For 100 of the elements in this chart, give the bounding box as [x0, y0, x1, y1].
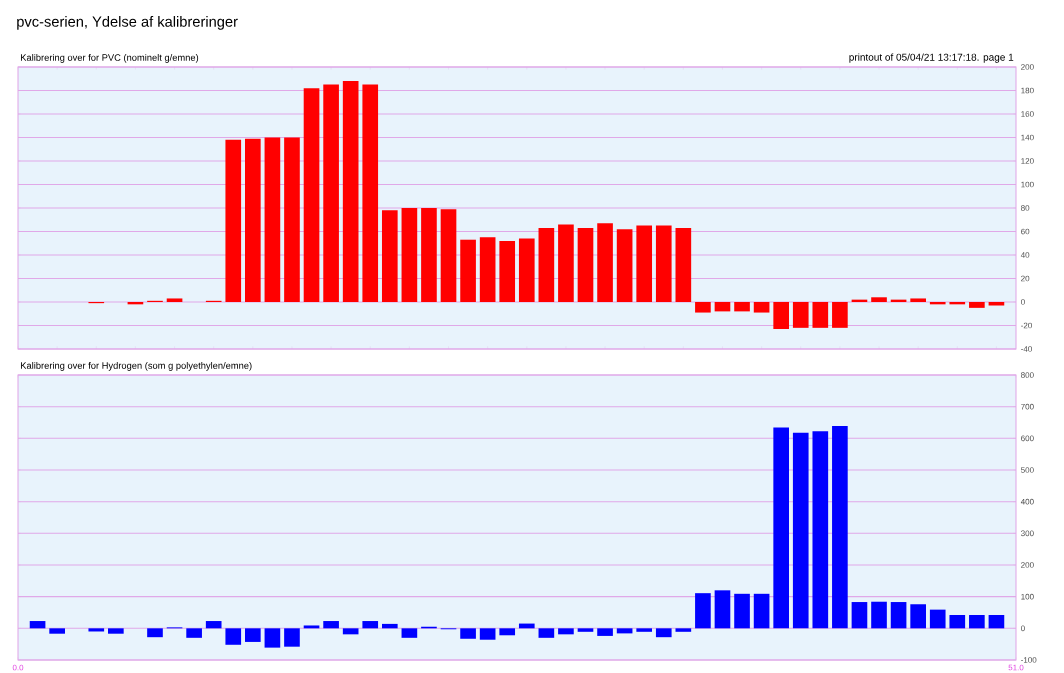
bar [910, 298, 926, 302]
chart-subtitle: Kalibrering over for Hydrogen (som g polyethylen/emne) [21, 362, 252, 371]
bar [969, 615, 985, 629]
bar [225, 628, 242, 645]
bar [421, 207, 437, 302]
bar [460, 239, 476, 302]
bar [655, 628, 672, 638]
y-tick-label: 100 [1021, 593, 1034, 600]
bar [773, 301, 790, 330]
bar [675, 227, 692, 302]
bar [460, 628, 476, 639]
y-tick-label: 0 [1021, 625, 1025, 632]
y-tick-label: 160 [1021, 111, 1034, 117]
bar [381, 210, 398, 302]
chart-title: pvc-serien, Ydelse af kalibreringer [17, 16, 238, 30]
bar [401, 628, 418, 638]
bar [714, 301, 731, 312]
bar [362, 84, 379, 302]
bar [264, 628, 281, 648]
bar [284, 137, 300, 302]
bar [245, 628, 261, 642]
bar [381, 623, 398, 629]
bar [225, 139, 242, 302]
bar [29, 621, 46, 629]
bar [518, 238, 535, 302]
bar [303, 88, 320, 302]
bar [812, 431, 829, 629]
y-tick-label: 140 [1021, 134, 1034, 141]
chart-subtitle: Kalibrering over for PVC (nominelt g/emne) [21, 54, 199, 63]
bar [695, 301, 711, 313]
y-tick-label: 40 [1020, 252, 1030, 258]
bar [440, 209, 457, 302]
bar [597, 628, 613, 636]
bar [832, 425, 848, 629]
bar [910, 604, 926, 629]
bar [988, 301, 1005, 306]
y-tick-label: -100 [1021, 657, 1037, 663]
text: printout of 05/04/21 13:17:18. page 1 [849, 53, 1014, 63]
bar [577, 628, 594, 632]
bar [147, 628, 163, 638]
bar [675, 628, 692, 632]
bar [323, 621, 339, 629]
bar [792, 432, 809, 629]
bar [616, 628, 633, 634]
bar [616, 229, 633, 302]
bar [734, 593, 750, 629]
bar [342, 81, 359, 302]
y-tick-label: 600 [1021, 435, 1034, 442]
bar [558, 628, 574, 635]
y-tick-label: -40 [1021, 346, 1032, 352]
bar [538, 628, 555, 638]
y-tick-label: 400 [1020, 498, 1034, 505]
bar [538, 227, 555, 302]
bar [695, 593, 711, 629]
y-tick-label: 200 [1021, 64, 1034, 70]
y-tick-label: 700 [1021, 403, 1034, 410]
bar [949, 615, 966, 629]
bar [753, 593, 770, 629]
bar [499, 240, 516, 302]
bar [303, 625, 320, 629]
bar [499, 628, 516, 636]
bar [890, 602, 907, 629]
bar [479, 628, 496, 640]
bar [655, 225, 672, 302]
bar [245, 138, 261, 302]
bar [49, 628, 65, 634]
y-tick-label: 20 [1021, 275, 1030, 282]
bar [636, 628, 653, 632]
bar [166, 298, 183, 302]
y-tick-label: 100 [1021, 181, 1034, 188]
bar [773, 427, 789, 629]
bar [284, 628, 300, 647]
bar [734, 301, 750, 312]
bar [108, 628, 124, 634]
y-tick-label: -20 [1021, 322, 1032, 329]
y-tick-label: 300 [1021, 530, 1034, 537]
bar [186, 628, 202, 638]
y-tick-label: 80 [1021, 205, 1030, 211]
bar [812, 301, 829, 328]
x-tick-label: 51.0 [1008, 664, 1024, 671]
y-tick-label: 0 [1021, 299, 1025, 305]
bar [205, 621, 222, 629]
bar [558, 224, 574, 302]
y-tick-label: 120 [1021, 158, 1034, 164]
bar [832, 301, 848, 328]
bar [871, 601, 887, 629]
bar [753, 301, 770, 313]
bar [792, 301, 809, 328]
bar [597, 223, 613, 302]
y-tick-label: 800 [1021, 372, 1034, 378]
bar [577, 227, 594, 302]
bar [362, 621, 379, 629]
y-tick-label: 60 [1021, 228, 1030, 235]
bar [342, 628, 359, 635]
bar [714, 590, 731, 629]
bar [323, 84, 339, 302]
bar [929, 609, 946, 629]
y-tick-label: 180 [1021, 87, 1034, 94]
bar [636, 225, 653, 302]
bar [88, 628, 105, 632]
